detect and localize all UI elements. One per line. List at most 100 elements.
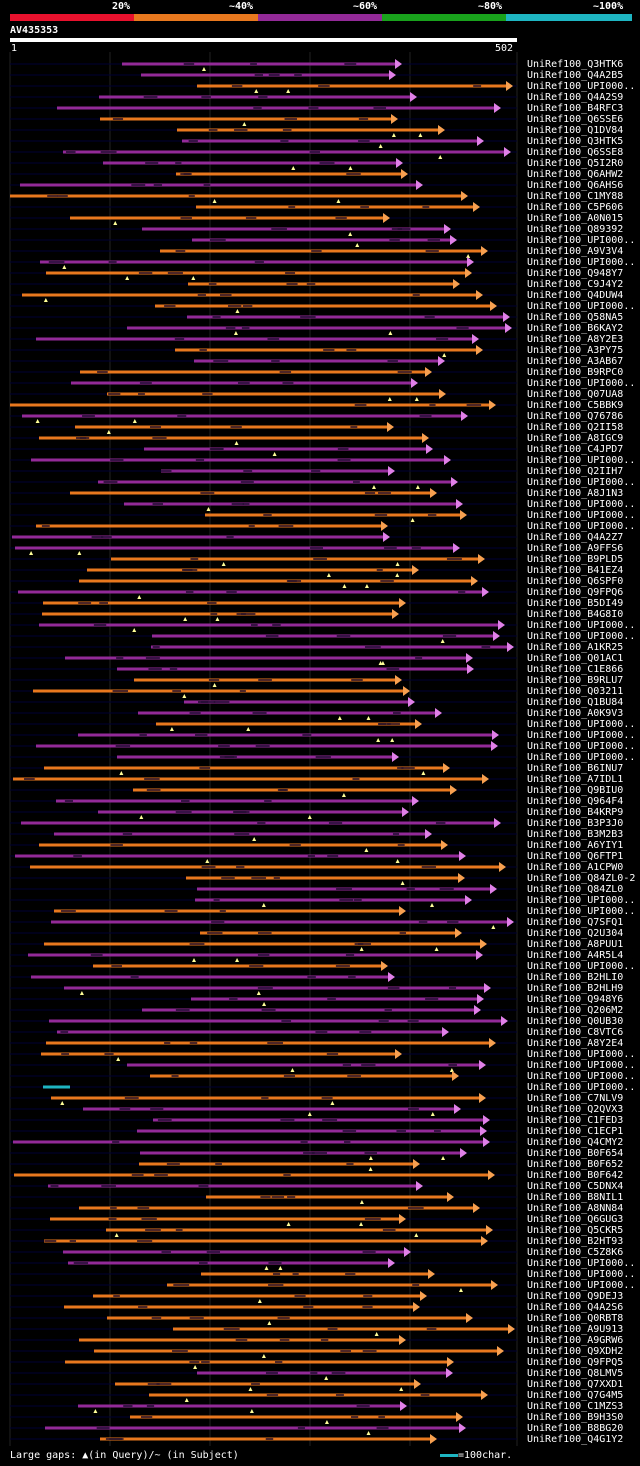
hit-label[interactable]: UniRef100_Q0RBT8: [527, 1313, 624, 1324]
hit-label[interactable]: UniRef100_Q58NA5: [527, 312, 624, 323]
hit-label[interactable]: UniRef100_Q7SFQ1: [527, 917, 624, 928]
hit-label[interactable]: UniRef100_Q4A2S6: [527, 1302, 624, 1313]
hit-label[interactable]: UniRef100_UPI000..: [527, 620, 636, 631]
hit-label[interactable]: UniRef100_A0K9V3: [527, 708, 624, 719]
hit-label[interactable]: UniRef100_UPI000..: [527, 378, 636, 389]
hit-label[interactable]: UniRef100_Q948Y6: [527, 994, 624, 1005]
hit-label[interactable]: UniRef100_Q4DUW4: [527, 290, 624, 301]
hit-label[interactable]: UniRef100_UPI000..: [527, 257, 636, 268]
hit-label[interactable]: UniRef100_C5P606: [527, 202, 624, 213]
hit-label[interactable]: UniRef100_Q84ZL0-2: [527, 873, 636, 884]
hit-label[interactable]: UniRef100_Q9DEJ3: [527, 1291, 624, 1302]
hit-label[interactable]: UniRef100_Q9FPQ5: [527, 1357, 624, 1368]
hit-label[interactable]: UniRef100_C5BBK9: [527, 400, 624, 411]
hit-label[interactable]: UniRef100_UPI000..: [527, 895, 636, 906]
hit-label[interactable]: UniRef100_B9RLU7: [527, 675, 624, 686]
hit-label[interactable]: UniRef100_A8PUU1: [527, 939, 624, 950]
hit-label[interactable]: UniRef100_Q2II58: [527, 422, 624, 433]
hit-label[interactable]: UniRef100_B8BG20: [527, 1423, 624, 1434]
hit-label[interactable]: UniRef100_Q5CKR5: [527, 1225, 624, 1236]
hit-label[interactable]: UniRef100_B2HLH9: [527, 983, 624, 994]
hit-label[interactable]: UniRef100_Q6SSE8: [527, 147, 624, 158]
hit-label[interactable]: UniRef100_B4G8I0: [527, 609, 624, 620]
hit-label[interactable]: UniRef100_C8VTC6: [527, 1027, 624, 1038]
hit-label[interactable]: UniRef100_UPI000..: [527, 235, 636, 246]
hit-label[interactable]: UniRef100_B3M2B3: [527, 829, 624, 840]
hit-label[interactable]: UniRef100_C7NLV9: [527, 1093, 624, 1104]
hit-label[interactable]: UniRef100_A7IDL1: [527, 774, 624, 785]
hit-label[interactable]: UniRef100_Q9XDH2: [527, 1346, 624, 1357]
hit-label[interactable]: UniRef100_A0N015: [527, 213, 624, 224]
hit-label[interactable]: UniRef100_Q6FTP1: [527, 851, 624, 862]
hit-label[interactable]: UniRef100_UPI000..: [527, 301, 636, 312]
hit-label[interactable]: UniRef100_UPI000..: [527, 730, 636, 741]
hit-label[interactable]: UniRef100_Q0UB30: [527, 1016, 624, 1027]
hit-label[interactable]: UniRef100_B9RPC0: [527, 367, 624, 378]
hit-label[interactable]: UniRef100_UPI000..: [527, 81, 636, 92]
hit-label[interactable]: UniRef100_A1CPW0: [527, 862, 624, 873]
hit-label[interactable]: UniRef100_Q2U304: [527, 928, 624, 939]
hit-label[interactable]: UniRef100_A3AB67: [527, 356, 624, 367]
hit-label[interactable]: UniRef100_B8NIL1: [527, 1192, 624, 1203]
hit-label[interactable]: UniRef100_UPI000..: [527, 521, 636, 532]
hit-label[interactable]: UniRef100_Q6SSE6: [527, 114, 624, 125]
hit-label[interactable]: UniRef100_Q9BIU0: [527, 785, 624, 796]
hit-label[interactable]: UniRef100_Q3HTK6: [527, 59, 624, 70]
hit-label[interactable]: UniRef100_C1MZS3: [527, 1401, 624, 1412]
hit-label[interactable]: UniRef100_Q4A2S9: [527, 92, 624, 103]
hit-label[interactable]: UniRef100_C5Z8K6: [527, 1247, 624, 1258]
hit-label[interactable]: UniRef100_Q7G4M5: [527, 1390, 624, 1401]
hit-label[interactable]: UniRef100_B0F652: [527, 1159, 624, 1170]
hit-label[interactable]: UniRef100_Q4A2B5: [527, 70, 624, 81]
hit-label[interactable]: UniRef100_UPI000..: [527, 631, 636, 642]
hit-label[interactable]: UniRef100_C1ECP1: [527, 1126, 624, 1137]
hit-label[interactable]: UniRef100_Q948Y7: [527, 268, 624, 279]
hit-label[interactable]: UniRef100_Q76786: [527, 411, 624, 422]
hit-label[interactable]: UniRef100_A9V3V4: [527, 246, 624, 257]
hit-label[interactable]: UniRef100_Q964F4: [527, 796, 624, 807]
hit-label[interactable]: UniRef100_Q2IIH7: [527, 466, 624, 477]
hit-label[interactable]: UniRef100_B6KAY2: [527, 323, 624, 334]
hit-label[interactable]: UniRef100_Q1BU84: [527, 697, 624, 708]
hit-label[interactable]: UniRef100_Q07UA8: [527, 389, 624, 400]
hit-label[interactable]: UniRef100_B9PLD5: [527, 554, 624, 565]
hit-label[interactable]: UniRef100_UPI000..: [527, 961, 636, 972]
hit-label[interactable]: UniRef100_B0F642: [527, 1170, 624, 1181]
hit-label[interactable]: UniRef100_C5DNX4: [527, 1181, 624, 1192]
hit-label[interactable]: UniRef100_A4R5L4: [527, 950, 624, 961]
hit-label[interactable]: UniRef100_C9J4Y2: [527, 279, 624, 290]
hit-label[interactable]: UniRef100_UPI000..: [527, 477, 636, 488]
hit-label[interactable]: UniRef100_A9U913: [527, 1324, 624, 1335]
hit-label[interactable]: UniRef100_Q4A2Z7: [527, 532, 624, 543]
hit-label[interactable]: UniRef100_Q84ZL0: [527, 884, 624, 895]
hit-label[interactable]: UniRef100_B4KRP9: [527, 807, 624, 818]
hit-label[interactable]: UniRef100_B4RFC3: [527, 103, 624, 114]
hit-label[interactable]: UniRef100_Q6SPF0: [527, 576, 624, 587]
hit-label[interactable]: UniRef100_A3PY75: [527, 345, 624, 356]
hit-label[interactable]: UniRef100_UPI000..: [527, 719, 636, 730]
hit-label[interactable]: UniRef100_A8Y2E3: [527, 334, 624, 345]
hit-label[interactable]: UniRef100_Q4CMY2: [527, 1137, 624, 1148]
hit-label[interactable]: UniRef100_Q6GUG3: [527, 1214, 624, 1225]
hit-label[interactable]: UniRef100_Q5I2R0: [527, 158, 624, 169]
hit-label[interactable]: UniRef100_UPI000..: [527, 1269, 636, 1280]
hit-label[interactable]: UniRef100_UPI000..: [527, 510, 636, 521]
hit-label[interactable]: UniRef100_Q7XXD1: [527, 1379, 624, 1390]
hit-label[interactable]: UniRef100_Q03211: [527, 686, 624, 697]
hit-label[interactable]: UniRef100_Q89392: [527, 224, 624, 235]
hit-label[interactable]: UniRef100_Q4G1Y2: [527, 1434, 624, 1445]
hit-label[interactable]: UniRef100_B0F654: [527, 1148, 624, 1159]
hit-label[interactable]: UniRef100_B2HT93: [527, 1236, 624, 1247]
hit-label[interactable]: UniRef100_UPI000..: [527, 1280, 636, 1291]
hit-label[interactable]: UniRef100_B3P3J0: [527, 818, 624, 829]
hit-label[interactable]: UniRef100_A8IGC9: [527, 433, 624, 444]
hit-label[interactable]: UniRef100_A8J1N3: [527, 488, 624, 499]
hit-label[interactable]: UniRef100_C1MY88: [527, 191, 624, 202]
hit-label[interactable]: UniRef100_Q8LMV5: [527, 1368, 624, 1379]
hit-label[interactable]: UniRef100_A8NN84: [527, 1203, 624, 1214]
hit-label[interactable]: UniRef100_B9H3S0: [527, 1412, 624, 1423]
hit-label[interactable]: UniRef100_UPI000..: [527, 906, 636, 917]
hit-label[interactable]: UniRef100_UPI000..: [527, 455, 636, 466]
hit-label[interactable]: UniRef100_Q01AC1: [527, 653, 624, 664]
hit-label[interactable]: UniRef100_UPI000..: [527, 1258, 636, 1269]
